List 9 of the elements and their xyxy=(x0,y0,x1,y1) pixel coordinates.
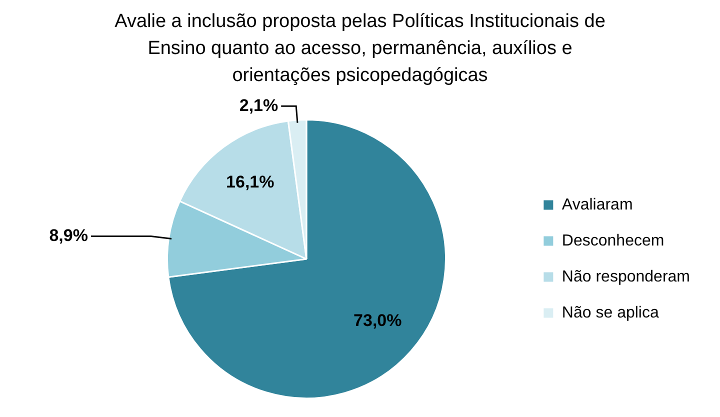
legend-label: Desconhecem xyxy=(562,232,664,250)
legend-label: Não se aplica xyxy=(562,304,659,322)
data-label: 8,9% xyxy=(49,226,88,245)
legend-label: Avaliaram xyxy=(562,196,633,214)
data-label: 73,0% xyxy=(354,311,402,330)
data-label: 2,1% xyxy=(239,96,278,115)
legend-label: Não responderam xyxy=(562,268,690,286)
chart-title: Avalie a inclusão proposta pelas Políticas Institucionais de Ensino quanto ao acesso, permanência, auxílios e orientações psicopedagógicas xyxy=(114,10,606,88)
data-label: 16,1% xyxy=(226,172,274,192)
